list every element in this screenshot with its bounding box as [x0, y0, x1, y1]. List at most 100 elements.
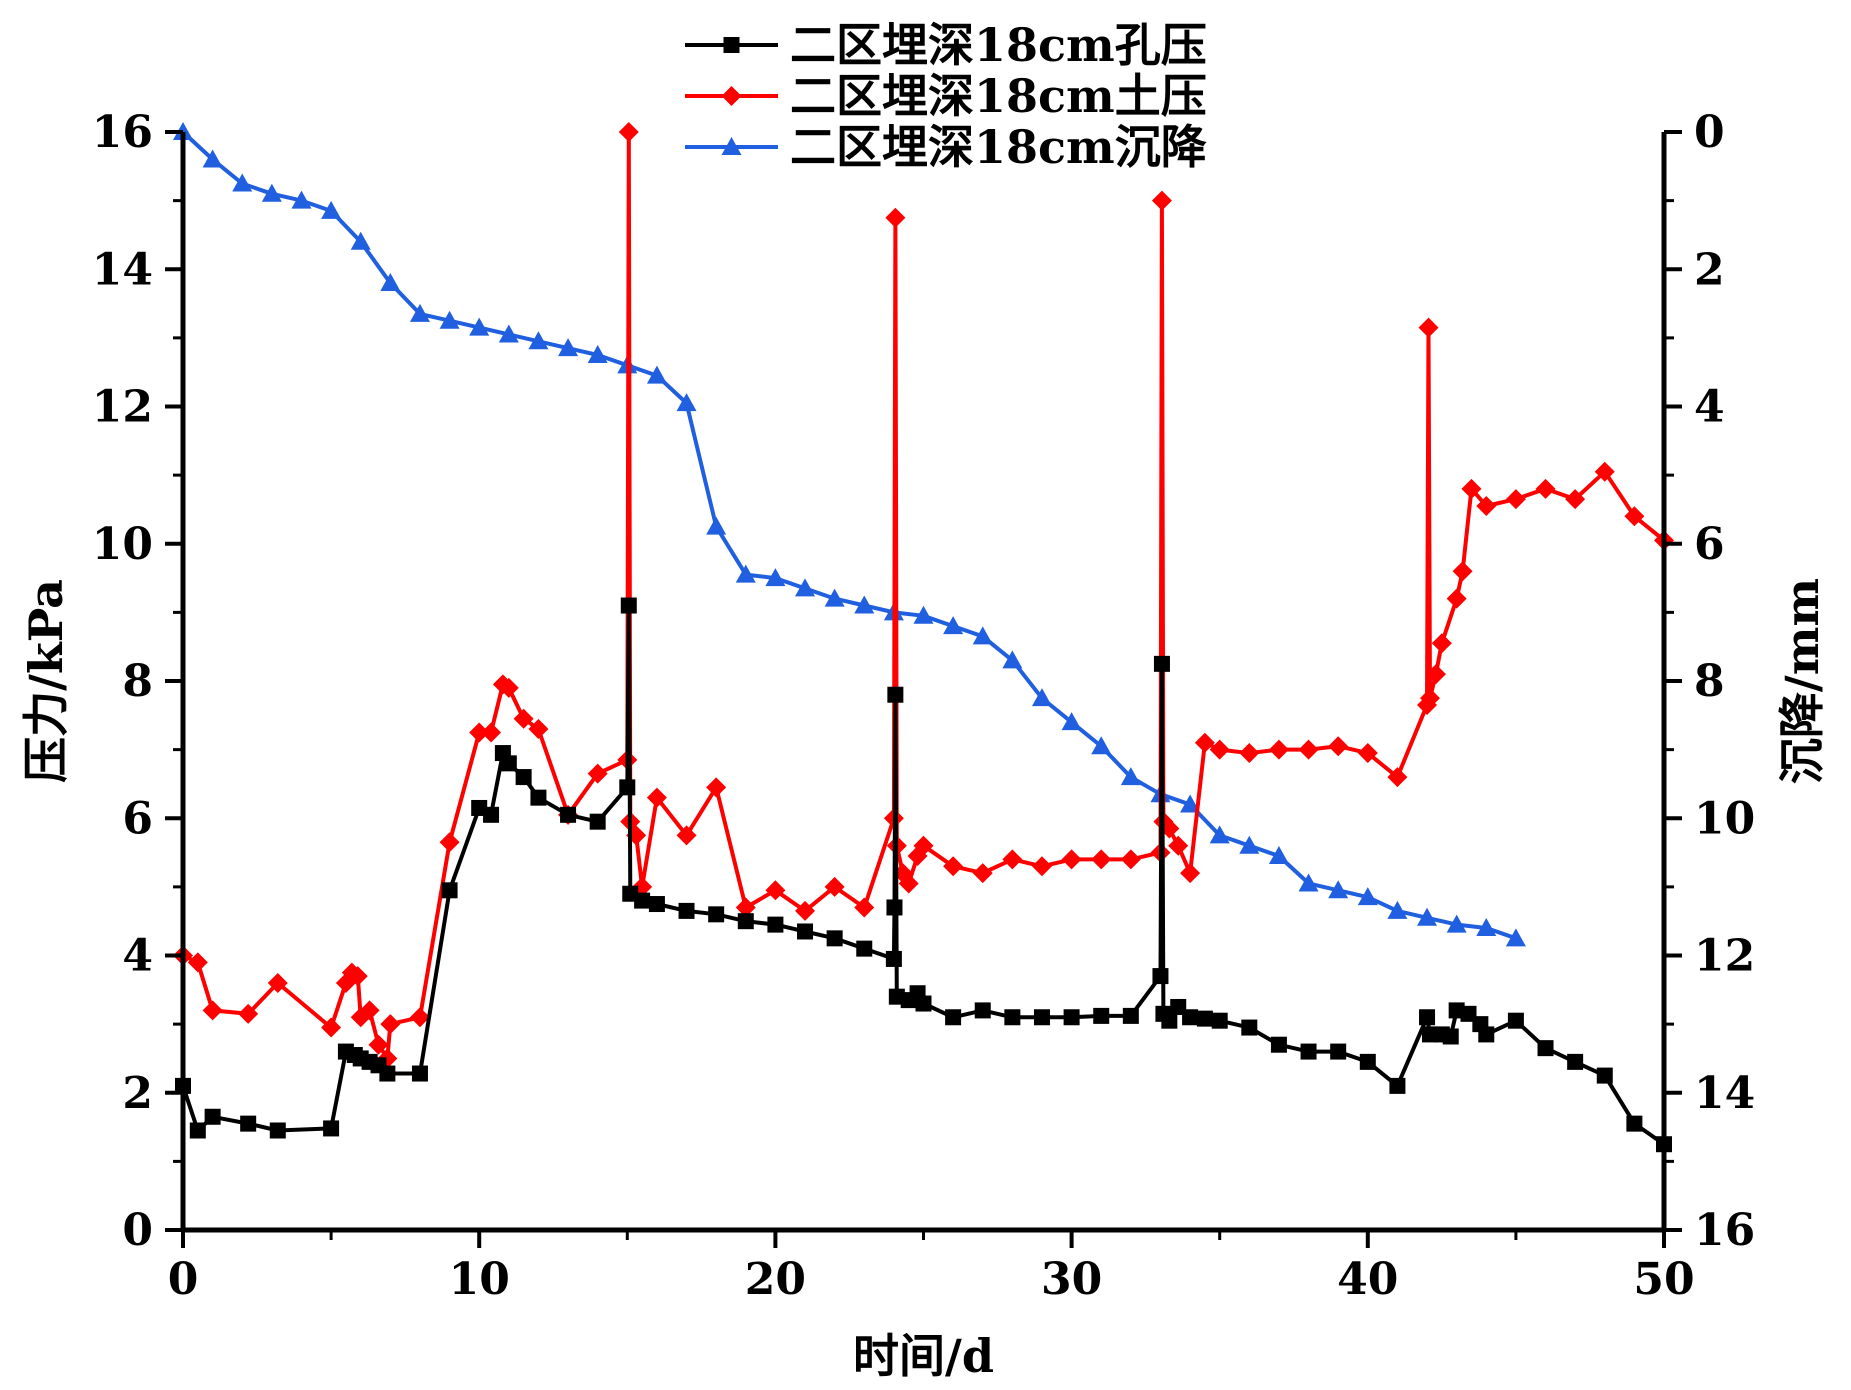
y-right-tick-label: 4	[1694, 382, 1725, 433]
data-point-1	[1091, 849, 1112, 870]
y-left-tick-label: 2	[122, 1068, 153, 1119]
data-point-1	[513, 708, 534, 729]
data-point-1	[368, 1034, 389, 1055]
data-point-2	[469, 317, 490, 336]
data-point-2	[1417, 907, 1438, 926]
data-point-2	[350, 231, 371, 250]
data-point-2	[735, 564, 756, 583]
data-point-2	[1209, 825, 1230, 844]
y-left-axis-title: 压力/kPa	[19, 579, 73, 783]
data-point-2	[1357, 887, 1378, 906]
data-point-1	[469, 722, 490, 743]
data-point-0	[1596, 1067, 1613, 1084]
data-point-1	[676, 825, 697, 846]
data-point-1	[913, 835, 934, 856]
data-point-1	[1239, 743, 1260, 764]
data-point-0	[1093, 1007, 1110, 1024]
data-point-0	[1153, 655, 1170, 672]
data-point-2	[646, 365, 667, 384]
y-right-tick-label: 6	[1694, 519, 1725, 570]
y-left-tick-label: 8	[122, 656, 153, 707]
data-point-1	[1387, 767, 1408, 788]
y-right-axis-title: 沉降/mm	[1775, 578, 1829, 784]
data-point-1	[1446, 588, 1467, 609]
data-point-2	[498, 324, 519, 343]
data-point-1	[321, 1017, 342, 1038]
data-point-2	[1091, 736, 1112, 755]
data-point-0	[500, 755, 517, 772]
data-point-0	[560, 806, 577, 823]
data-point-1	[498, 677, 519, 698]
data-point-0	[945, 1009, 962, 1026]
data-point-2	[1239, 835, 1260, 854]
legend-label-0: 二区埋深18cm孔压	[790, 18, 1207, 72]
data-point-1	[885, 207, 906, 228]
data-point-1	[1594, 461, 1615, 482]
data-point-1	[380, 1014, 401, 1035]
data-point-0	[1063, 1009, 1080, 1026]
y-right-tick-label: 8	[1694, 656, 1725, 707]
data-point-1	[587, 763, 608, 784]
data-point-0	[189, 1122, 206, 1139]
data-point-1	[1180, 863, 1201, 884]
x-tick-label: 0	[168, 1254, 199, 1305]
data-point-2	[1298, 873, 1319, 892]
data-point-2	[202, 149, 223, 168]
data-point-0	[648, 896, 665, 913]
data-point-2	[439, 310, 460, 329]
y-right-tick-label: 14	[1694, 1068, 1755, 1119]
data-point-0	[1270, 1036, 1287, 1053]
x-axis-title: 时间/d	[853, 1329, 994, 1383]
data-point-0	[797, 923, 814, 940]
data-point-2	[232, 173, 253, 192]
data-point-0	[708, 906, 725, 923]
data-point-2	[706, 516, 727, 535]
data-point-1	[1425, 664, 1446, 685]
data-point-0	[1567, 1053, 1584, 1070]
y-left-tick-label: 0	[122, 1205, 153, 1256]
data-point-1	[1120, 849, 1141, 870]
data-point-1	[238, 1003, 259, 1024]
data-point-1	[1061, 849, 1082, 870]
data-point-2	[765, 568, 786, 587]
data-point-2	[943, 616, 964, 635]
data-point-0	[1033, 1009, 1050, 1026]
data-point-1	[854, 897, 875, 918]
data-point-1	[795, 900, 816, 921]
data-point-2	[587, 345, 608, 364]
data-point-1	[1565, 489, 1586, 510]
data-point-0	[1300, 1043, 1317, 1060]
data-point-2	[795, 578, 816, 597]
legend-marker-1	[721, 86, 742, 106]
y-left-tick-label: 10	[92, 519, 153, 570]
data-point-0	[411, 1065, 428, 1082]
data-point-1	[1476, 496, 1497, 517]
data-point-2	[1328, 880, 1349, 899]
data-point-0	[1478, 1026, 1495, 1043]
data-point-0	[323, 1120, 340, 1137]
y-left-tick-label: 12	[92, 382, 153, 433]
data-point-0	[1507, 1012, 1524, 1029]
data-point-0	[737, 913, 754, 930]
y-left-tick-label: 16	[92, 107, 153, 158]
data-point-1	[943, 856, 964, 877]
data-point-1	[1194, 732, 1215, 753]
data-point-1	[824, 876, 845, 897]
data-point-1	[706, 777, 727, 798]
series-line-0	[181, 603, 1666, 1146]
data-point-2	[1002, 650, 1023, 669]
data-point-1	[1168, 835, 1189, 856]
x-tick-label: 40	[1337, 1254, 1398, 1305]
data-point-0	[515, 769, 532, 786]
data-point-2	[854, 595, 875, 614]
data-point-0	[204, 1108, 221, 1125]
data-point-1	[187, 952, 208, 973]
data-point-1	[972, 863, 993, 884]
data-point-2	[1446, 914, 1467, 933]
y-right-tick-label: 10	[1694, 793, 1755, 844]
data-point-1	[1431, 633, 1452, 654]
y-right-tick-label: 16	[1694, 1205, 1755, 1256]
data-point-0	[619, 779, 636, 796]
